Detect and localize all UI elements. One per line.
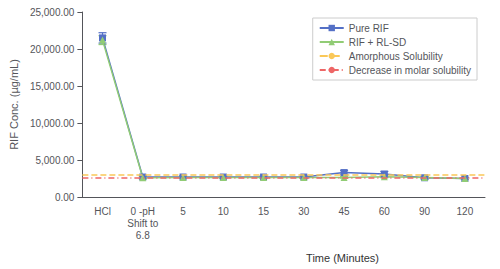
svg-text:30: 30 [298, 206, 310, 217]
svg-text:15,000.00: 15,000.00 [30, 81, 75, 92]
svg-text:Pure RIF: Pure RIF [349, 23, 389, 34]
svg-text:RIF Conc. (µg/mL): RIF Conc. (µg/mL) [8, 59, 20, 150]
svg-text:120: 120 [457, 206, 474, 217]
svg-text:Decrease in molar solubility: Decrease in molar solubility [349, 65, 471, 76]
svg-text:Amorphous Solubility: Amorphous Solubility [349, 51, 443, 62]
svg-text:5,000.00: 5,000.00 [35, 155, 74, 166]
svg-text:20,000.00: 20,000.00 [30, 44, 75, 55]
svg-text:60: 60 [379, 206, 391, 217]
svg-text:RIF + RL-SD: RIF + RL-SD [349, 37, 407, 48]
svg-text:10: 10 [218, 206, 230, 217]
svg-text:15: 15 [258, 206, 270, 217]
svg-text:0 -pH: 0 -pH [131, 206, 155, 217]
svg-text:HCl: HCl [94, 206, 111, 217]
svg-text:90: 90 [419, 206, 431, 217]
svg-text:45: 45 [339, 206, 351, 217]
svg-text:25,000.00: 25,000.00 [30, 7, 75, 18]
svg-text:Time (Minutes): Time (Minutes) [306, 252, 379, 264]
svg-text:Shift to: Shift to [127, 218, 159, 229]
svg-text:0.00: 0.00 [55, 192, 75, 203]
svg-text:5: 5 [180, 206, 186, 217]
svg-text:6.8: 6.8 [136, 230, 150, 241]
svg-text:10,000.00: 10,000.00 [30, 118, 75, 129]
